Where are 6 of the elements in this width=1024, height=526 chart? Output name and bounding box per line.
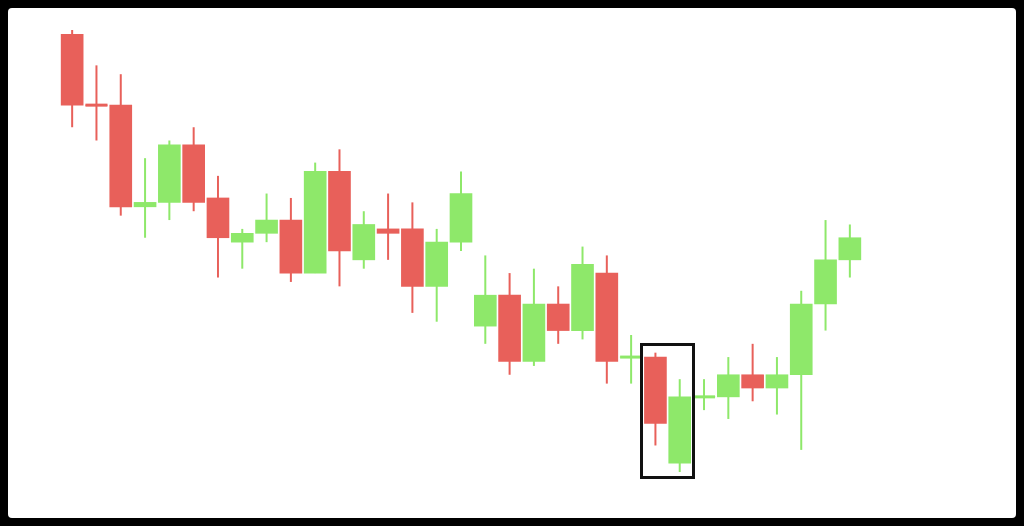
- candlestick: [838, 223, 862, 279]
- candlestick: [765, 356, 789, 416]
- candlestick: [741, 342, 764, 403]
- candlestick: [376, 192, 400, 261]
- candlestick: [133, 157, 157, 239]
- candlestick: [717, 356, 740, 420]
